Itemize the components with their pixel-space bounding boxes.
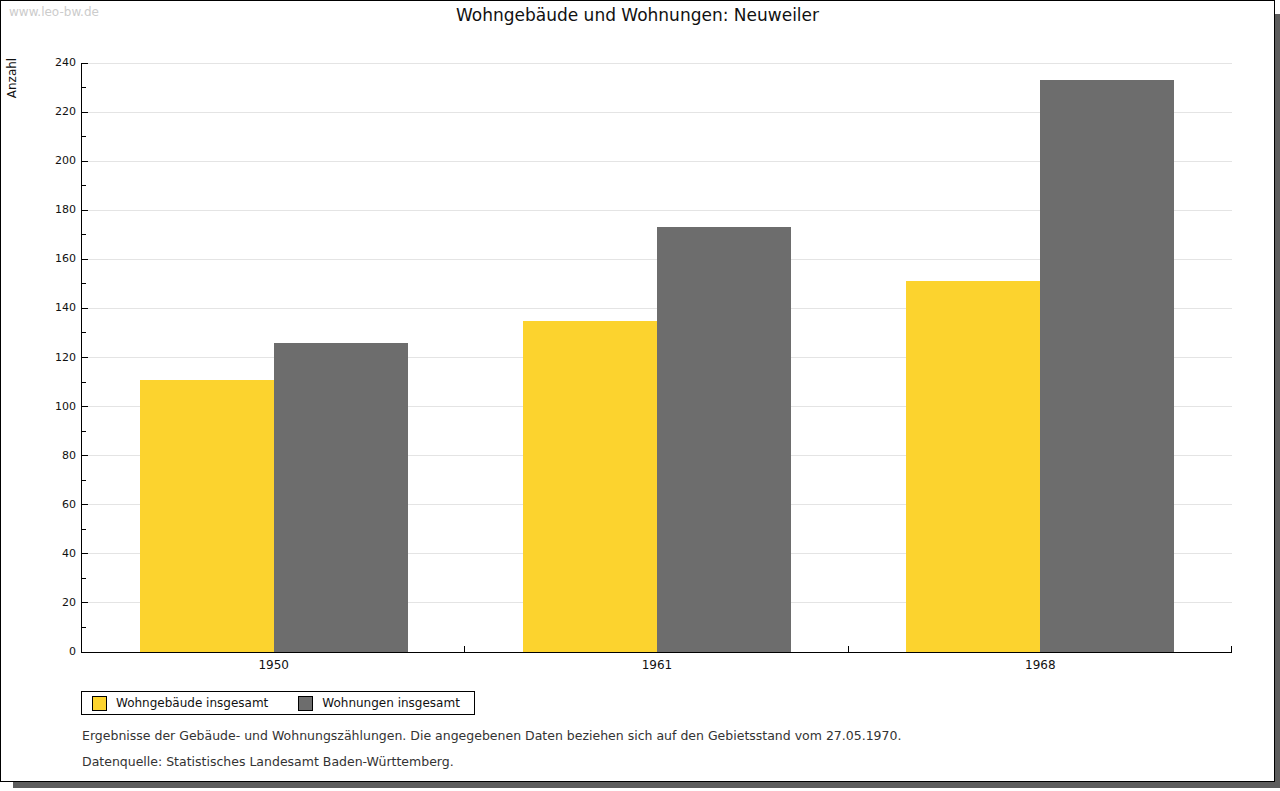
y-axis-tick-label: 100 — [38, 400, 76, 413]
bar-wohnungen-1961 — [657, 227, 791, 652]
y-axis-tick — [82, 283, 86, 284]
x-axis-label: 1961 — [617, 658, 697, 672]
y-axis-tick — [82, 455, 88, 456]
y-axis-tick — [82, 504, 88, 505]
bar-wohnungen-1968 — [1040, 80, 1174, 652]
y-axis-tick — [82, 529, 86, 530]
y-axis-tick-label: 160 — [38, 252, 76, 265]
y-axis-tick — [82, 332, 86, 333]
y-axis-tick-label: 60 — [38, 498, 76, 511]
legend-box: Wohngebäude insgesamt Wohnungen insgesam… — [81, 691, 475, 715]
y-axis-tick — [82, 602, 88, 603]
y-axis-tick — [82, 161, 88, 162]
y-axis-tick-label: 180 — [38, 203, 76, 216]
y-axis-tick — [82, 553, 88, 554]
y-axis-tick — [82, 308, 88, 309]
x-axis-tick — [848, 646, 849, 652]
y-axis-tick-label: 240 — [38, 56, 76, 69]
y-axis-tick — [82, 210, 88, 211]
y-axis-tick — [82, 136, 86, 137]
plot-area: 0204060801001201401601802002202401950196… — [81, 63, 1232, 653]
bar-wohngebaeude-1968 — [906, 281, 1040, 652]
chart-frame: www.leo-bw.de Wohngebäude und Wohnungen:… — [0, 0, 1275, 782]
y-axis-tick — [82, 112, 88, 113]
y-axis-tick-label: 40 — [38, 547, 76, 560]
y-axis-tick — [82, 480, 86, 481]
bar-wohngebaeude-1961 — [523, 321, 657, 652]
x-axis-label: 1968 — [1000, 658, 1080, 672]
y-axis-tick-label: 220 — [38, 105, 76, 118]
bar-wohnungen-1950 — [274, 343, 408, 652]
legend-swatch-gray-icon — [298, 696, 313, 711]
legend-label: Wohngebäude insgesamt — [116, 696, 268, 710]
x-axis-tick — [464, 646, 465, 652]
y-axis-tick-label: 200 — [38, 154, 76, 167]
footnote-gebietsstand: Ergebnisse der Gebäude- und Wohnungszähl… — [82, 728, 901, 743]
y-axis-tick — [82, 357, 88, 358]
y-axis-tick — [82, 652, 88, 653]
x-axis-label: 1950 — [234, 658, 314, 672]
gridline — [82, 63, 1232, 64]
y-axis-tick-label: 80 — [38, 449, 76, 462]
legend-item-wohnungen: Wohnungen insgesamt — [298, 696, 460, 711]
bar-wohngebaeude-1950 — [140, 380, 274, 652]
y-axis-tick — [82, 63, 88, 64]
y-axis-tick — [82, 382, 86, 383]
y-axis-tick — [82, 578, 86, 579]
y-axis-tick — [82, 431, 86, 432]
y-axis-tick-label: 140 — [38, 301, 76, 314]
y-axis-label: Anzahl — [5, 23, 19, 133]
y-axis-tick — [82, 406, 88, 407]
y-axis-tick-label: 120 — [38, 351, 76, 364]
legend-label: Wohnungen insgesamt — [322, 696, 460, 710]
legend-item-wohngebaeude: Wohngebäude insgesamt — [92, 696, 268, 711]
y-axis-tick — [82, 185, 86, 186]
chart-title: Wohngebäude und Wohnungen: Neuweiler — [1, 5, 1274, 25]
y-axis-tick — [82, 87, 86, 88]
y-axis-tick-label: 20 — [38, 596, 76, 609]
y-axis-tick-label: 0 — [38, 645, 76, 658]
y-axis-tick — [82, 259, 88, 260]
y-axis-tick — [82, 627, 86, 628]
footnote-datenquelle: Datenquelle: Statistisches Landesamt Bad… — [82, 754, 454, 769]
x-axis-tick — [1231, 646, 1232, 652]
y-axis-tick — [82, 234, 86, 235]
legend-swatch-yellow-icon — [92, 696, 107, 711]
